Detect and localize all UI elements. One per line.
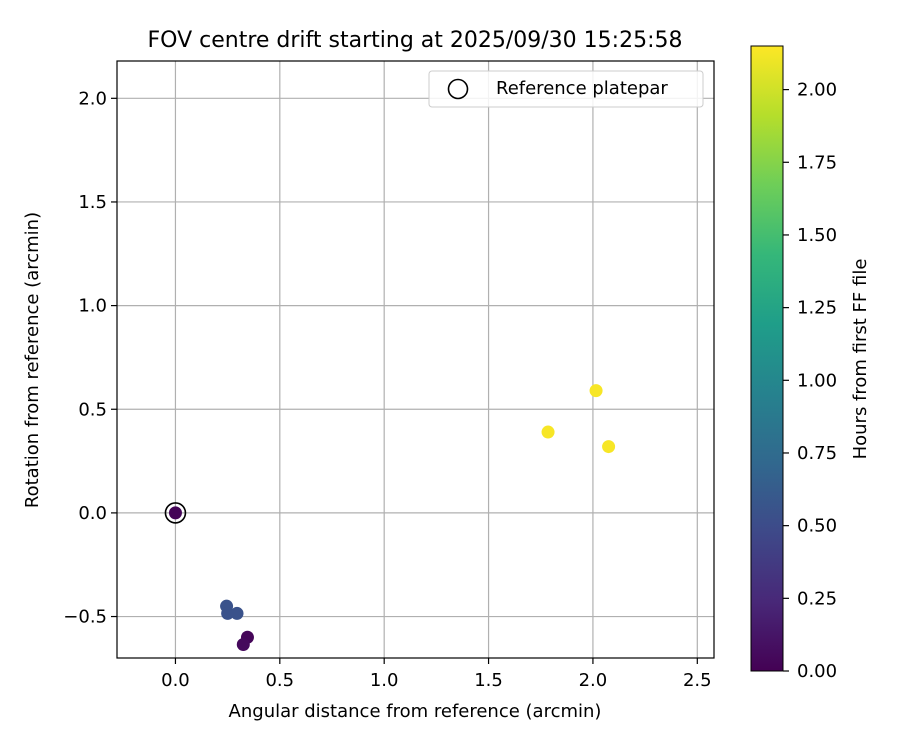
grid-lines — [117, 61, 714, 658]
x-tick-label: 1.0 — [370, 670, 399, 691]
colorbar-tick-label: 0.00 — [797, 661, 837, 682]
x-tick-label: 0.5 — [265, 670, 294, 691]
x-tick-label: 0.0 — [161, 670, 190, 691]
data-point — [236, 638, 250, 652]
y-tick-label: 1.5 — [78, 192, 107, 213]
legend-box — [428, 70, 704, 108]
data-point — [602, 440, 616, 454]
y-tick-label: 1.0 — [78, 296, 107, 317]
colorbar-tick-label: 1.50 — [797, 225, 837, 246]
reference-platepar-marker — [164, 502, 187, 524]
y-axis-ticks: −0.5 0.0 0.5 1.0 1.5 2.0 — [63, 88, 117, 628]
x-axis-label: Angular distance from reference (arcmin) — [229, 701, 602, 722]
chart-title: FOV centre drift starting at 2025/09/30 … — [148, 28, 683, 53]
colorbar-ticks: 0.00 0.25 0.50 0.75 1.00 1.25 1.50 1.75 2.00 — [783, 80, 837, 682]
y-tick-label: −0.5 — [63, 607, 107, 628]
x-axis-ticks: 0.0 0.5 1.0 1.5 2.0 2.5 — [161, 658, 712, 691]
colorbar-tick-label: 1.75 — [797, 152, 837, 173]
colorbar-tick-label: 0.75 — [797, 443, 837, 464]
colorbar-tick-label: 1.00 — [797, 370, 837, 391]
y-tick-label: 2.0 — [78, 88, 107, 109]
y-tick-label: 0.0 — [78, 503, 107, 524]
colorbar — [750, 45, 784, 672]
x-tick-label: 1.5 — [474, 670, 503, 691]
plot-area-frame — [116, 60, 715, 659]
x-tick-label: 2.5 — [683, 670, 712, 691]
legend-label: Reference platepar — [496, 78, 668, 99]
legend: Reference platepar — [428, 70, 704, 108]
data-point — [589, 384, 603, 398]
data-point — [541, 425, 555, 439]
data-points — [164, 384, 616, 652]
y-axis-label: Rotation from reference (arcmin) — [22, 212, 43, 508]
data-point — [230, 606, 244, 620]
colorbar-tick-label: 0.25 — [797, 588, 837, 609]
colorbar-label: Hours from first FF file — [850, 259, 871, 460]
colorbar-tick-label: 1.25 — [797, 298, 837, 319]
colorbar-tick-label: 2.00 — [797, 80, 837, 101]
colorbar-tick-label: 0.50 — [797, 516, 837, 537]
data-point — [168, 506, 182, 520]
legend-marker-circle — [447, 78, 469, 100]
y-tick-label: 0.5 — [78, 399, 107, 420]
data-point — [221, 606, 235, 620]
x-tick-label: 2.0 — [579, 670, 608, 691]
